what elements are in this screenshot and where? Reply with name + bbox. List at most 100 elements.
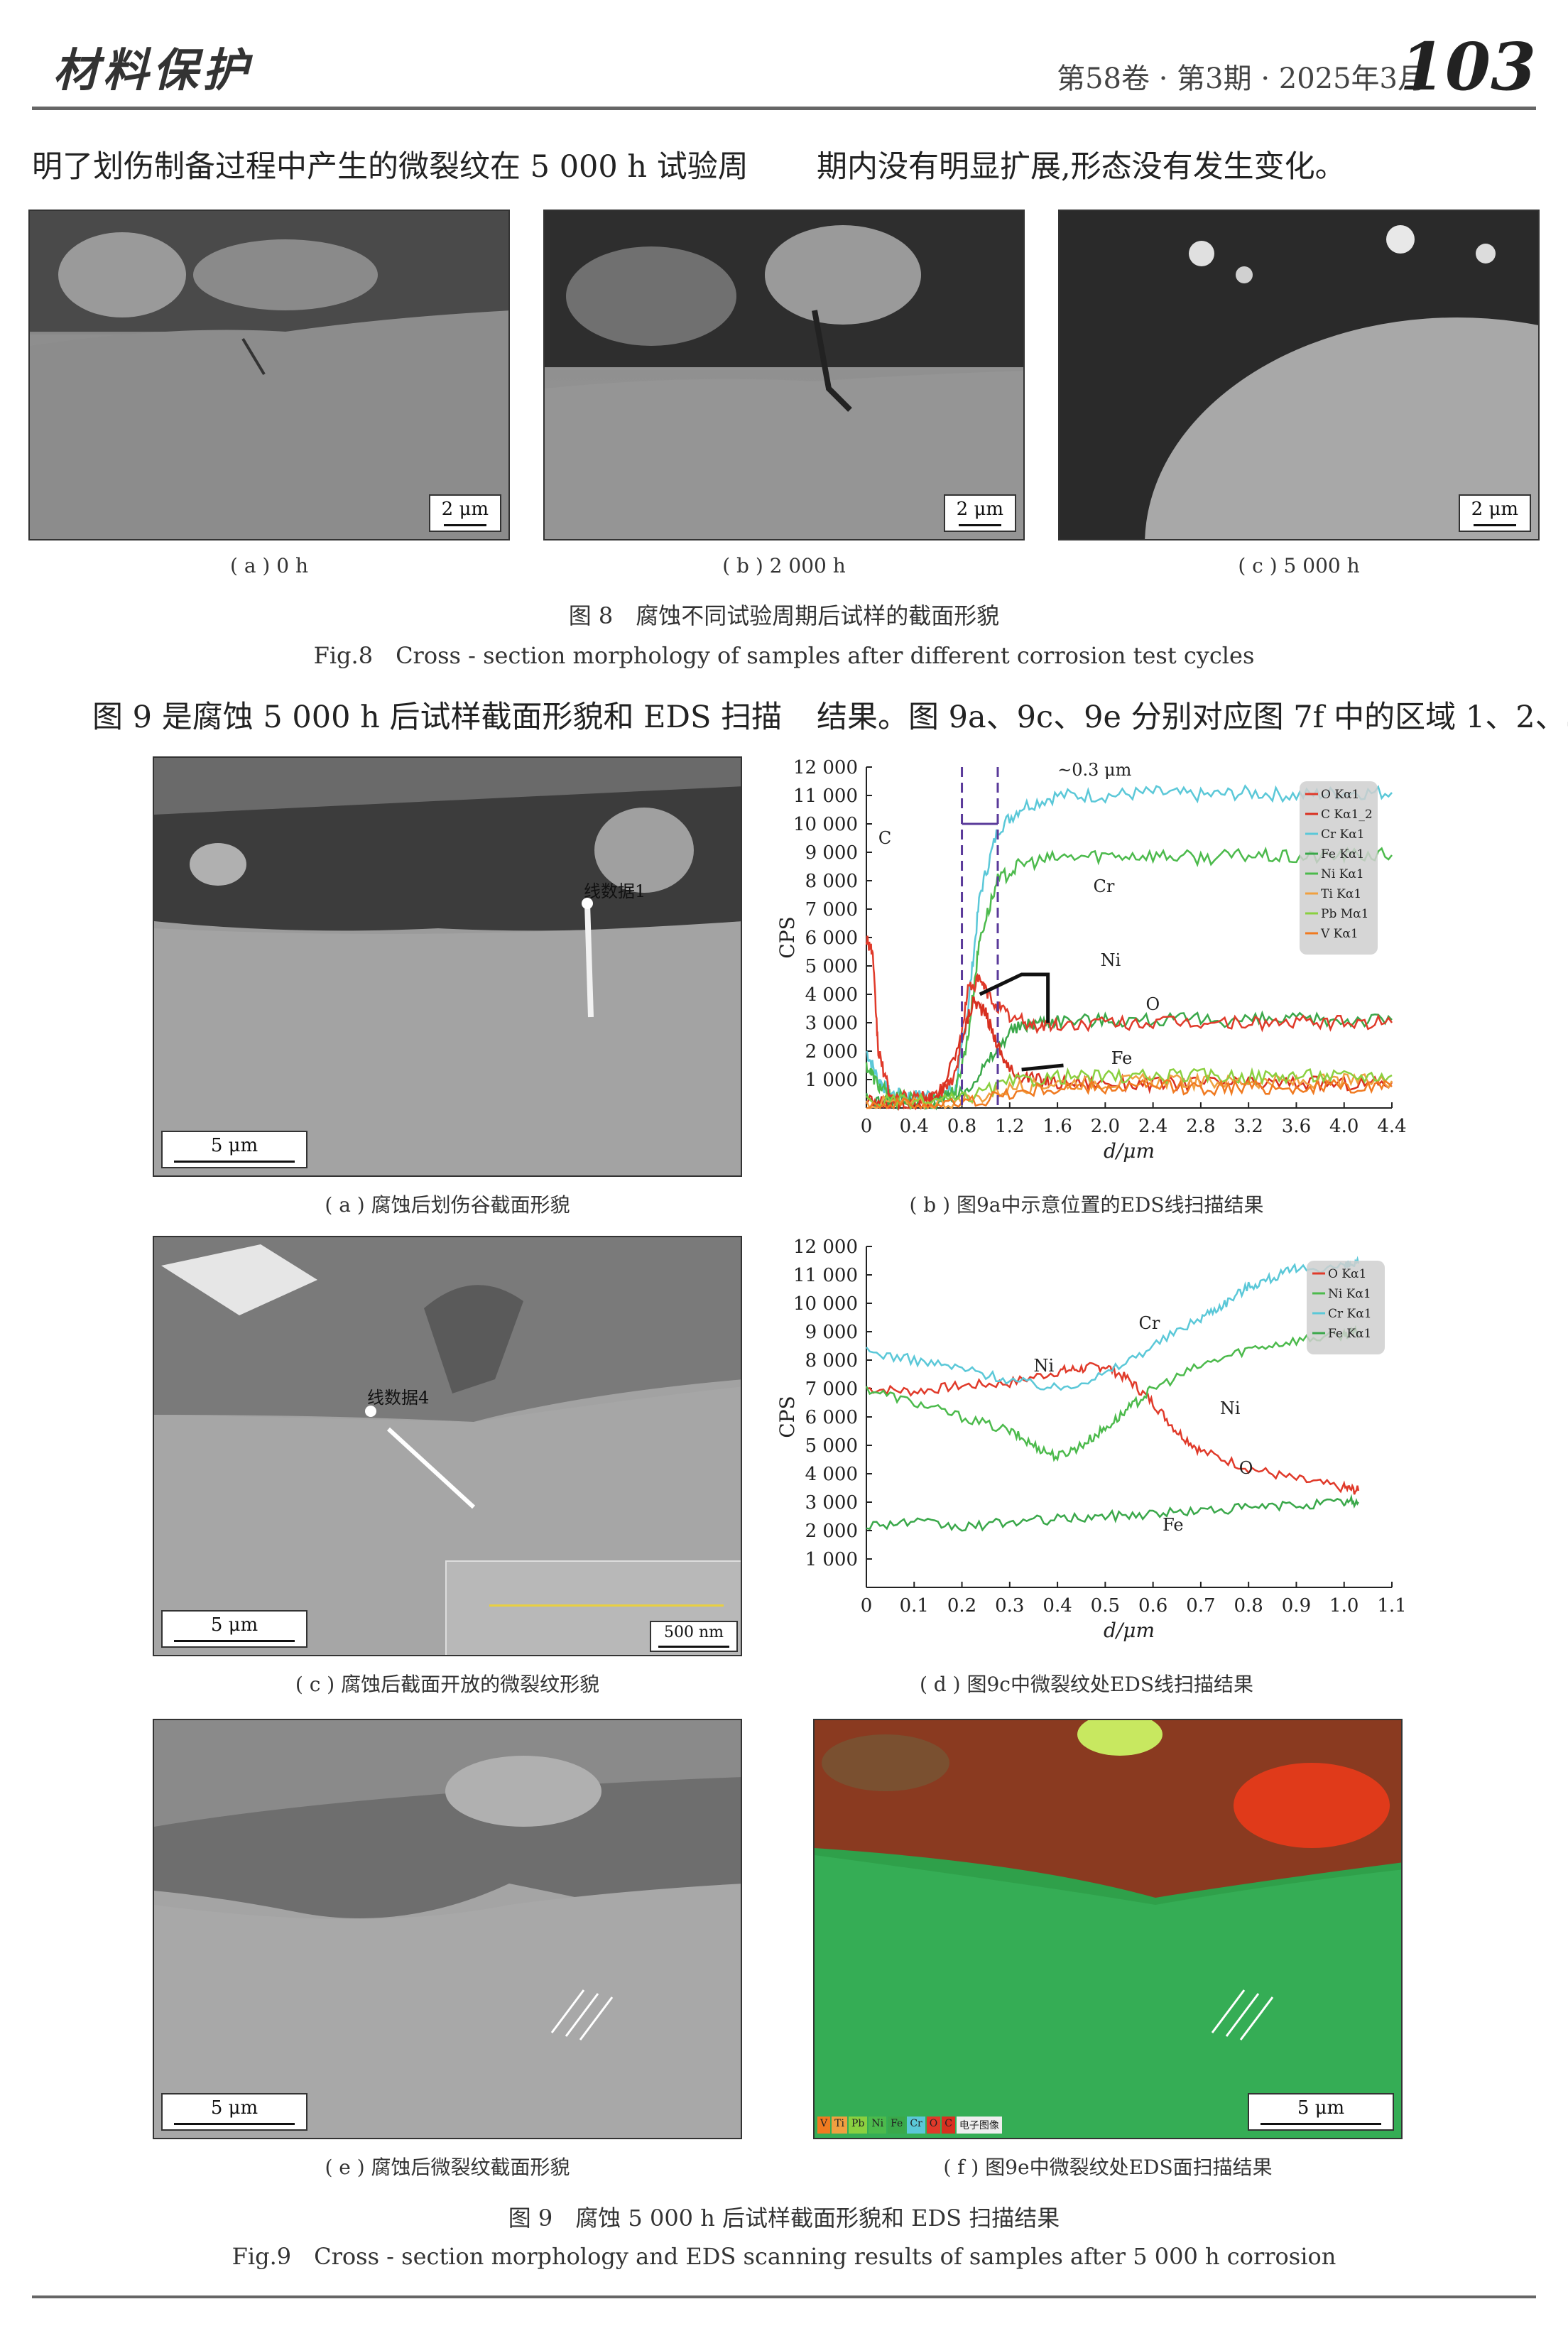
y-tick-label: 9 000 [805,842,858,864]
legend-label: Ni Kα1 [1328,1287,1371,1301]
series-line-o [866,1362,1360,1495]
inset-image: 500 nm [445,1560,741,1655]
annotation-label: Fe [1111,1048,1133,1068]
scale-text: 2 μm [956,499,1003,520]
sem-texture-b [545,211,1023,539]
fig8-panel-c: 2 μm [1058,210,1540,540]
legend-pb: Pb [848,2117,868,2134]
c-pointer [1021,1063,1064,1072]
fig8-caption-c: ( c ) 5 000 h [1238,554,1360,577]
sem-texture-9e [154,1720,741,2138]
inset-scale-text: 500 nm [663,1624,724,1641]
x-tick-label: 0.8 [1234,1595,1263,1617]
legend-cr: Cr [907,2117,925,2134]
legend-label: V Kα1 [1320,927,1359,941]
scale-bar: 5 μm [1248,2093,1394,2131]
scale-bar: 2 μm [428,494,501,532]
fig8-title-cn: 图 8 腐蚀不同试验周期后试样的截面形貌 [568,602,1000,629]
paragraph-top-right: 期内没有明显扩展,形态没有发生变化。 [817,149,1346,185]
scale-text: 2 μm [441,499,489,520]
x-axis-label: d/μm [1104,1619,1155,1642]
legend-box [1307,1261,1385,1354]
y-tick-label: 12 000 [793,757,858,778]
legend-ni: Ni [869,2117,887,2134]
eds-legend: V Ti Pb Ni Fe Cr O C 电子图像 [817,2117,1002,2134]
y-tick-label: 5 000 [805,1435,858,1457]
scale-text: 2 μm [1471,499,1518,520]
x-tick-label: 0.6 [1138,1595,1167,1617]
annotation-label: Fe [1163,1515,1184,1535]
series-line-fe [866,1494,1359,1532]
annotation-label: O [1146,994,1160,1014]
footer-rule [32,2295,1536,2298]
issue-info: 第58卷 · 第3期 · 2025年3月 [1057,63,1426,95]
x-tick-label: 0 [861,1116,873,1137]
paragraph-mid-right: 结果。图 9a、9c、9e 分别对应图 7f 中的区域 1、2、3, [817,700,1568,735]
fig8-caption-a: ( a ) 0 h [230,554,308,577]
x-tick-label: 2.0 [1091,1116,1120,1137]
scale-text: 5 μm [1297,2097,1345,2119]
scale-bar: 5 μm [161,1131,307,1168]
y-tick-label: 11 000 [793,786,858,807]
scale-text: 5 μm [210,2097,258,2119]
fig9-caption-e: ( e ) 腐蚀后微裂纹截面形貌 [325,2156,570,2179]
y-tick-label: 6 000 [805,1407,858,1428]
x-tick-label: 0 [861,1595,873,1617]
chart-9d: 1 000 2 000 3 000 4 000 5 000 6 000 7 000 8 000… [767,1232,1407,1658]
legend-label: Ti Kα1 [1321,887,1361,901]
x-tick-label: 3.6 [1282,1116,1311,1137]
fig9-caption-a: ( a ) 腐蚀后划伤谷截面形貌 [325,1193,570,1217]
series-line-pb [866,1067,1393,1111]
y-tick-label: 3 000 [805,1492,858,1514]
x-tick-label: 0.4 [1042,1595,1072,1617]
series-line-ni [865,846,1393,1106]
annotation-label: Ni [1101,950,1121,970]
sem-texture-c [1060,211,1538,539]
series-line-cr [866,1256,1360,1391]
x-tick-label: 0.8 [947,1116,976,1137]
legend-label: Ni Kα1 [1321,867,1364,881]
chart-9b: 1 000 2 000 3 000 4 000 5 000 6 000 7 000 8 000… [767,753,1407,1179]
y-tick-label: 1 000 [805,1070,858,1091]
annotation-label: Cr [1094,876,1115,896]
line-data-label: 线数据1 [584,881,646,901]
y-tick-label: 8 000 [805,1350,858,1371]
fig9-caption-f: ( f ) 图9e中微裂纹处EDS面扫描结果 [943,2156,1273,2179]
scale-bar: 5 μm [161,1610,307,1648]
inset-scale-bar: 500 nm [650,1621,738,1652]
fig9-panel-c: 线数据4 500 nm 5 μm [153,1236,742,1656]
line-data-label: 线数据4 [367,1388,430,1408]
legend-v: V [817,2117,831,2134]
series-line-ni [865,1325,1360,1462]
x-tick-label: 1.0 [1329,1595,1359,1617]
y-tick-label: 3 000 [805,1013,858,1034]
legend-ti: Ti [832,2117,847,2134]
legend-label: Pb Mα1 [1321,907,1368,921]
legend-electron-image: 电子图像 [956,2117,1002,2134]
series-line-o [865,935,1393,1108]
x-tick-label: 0.1 [900,1595,929,1617]
annotation-label: C [878,828,891,848]
page-number: 103 [1399,28,1536,105]
legend-o: O [926,2117,941,2134]
y-tick-label: 4 000 [805,984,858,1006]
y-tick-label: 1 000 [805,1549,858,1570]
y-tick-label: 10 000 [793,814,858,835]
annotation-label: ~0.3 μm [1057,760,1132,780]
journal-name: 材料保护 [53,44,252,97]
y-tick-label: 11 000 [793,1265,858,1286]
y-tick-label: 12 000 [793,1237,858,1258]
x-axis-label: d/μm [1104,1139,1155,1163]
x-tick-label: 1.6 [1042,1116,1072,1137]
x-tick-label: 0.2 [947,1595,976,1617]
fig9-title-cn: 图 9 腐蚀 5 000 h 后试样截面形貌和 EDS 扫描结果 [508,2205,1060,2232]
fig8-panel-b: 2 μm [543,210,1025,540]
y-tick-label: 7 000 [805,899,858,920]
y-tick-label: 6 000 [805,928,858,949]
x-tick-label: 1.1 [1377,1595,1406,1617]
fig8-caption-b: ( b ) 2 000 h [722,554,846,577]
legend-box [1300,781,1378,955]
header-rule [32,107,1536,110]
fig9-panel-f: V Ti Pb Ni Fe Cr O C 电子图像 5 μm [813,1719,1403,2139]
x-tick-label: 3.2 [1234,1116,1263,1137]
